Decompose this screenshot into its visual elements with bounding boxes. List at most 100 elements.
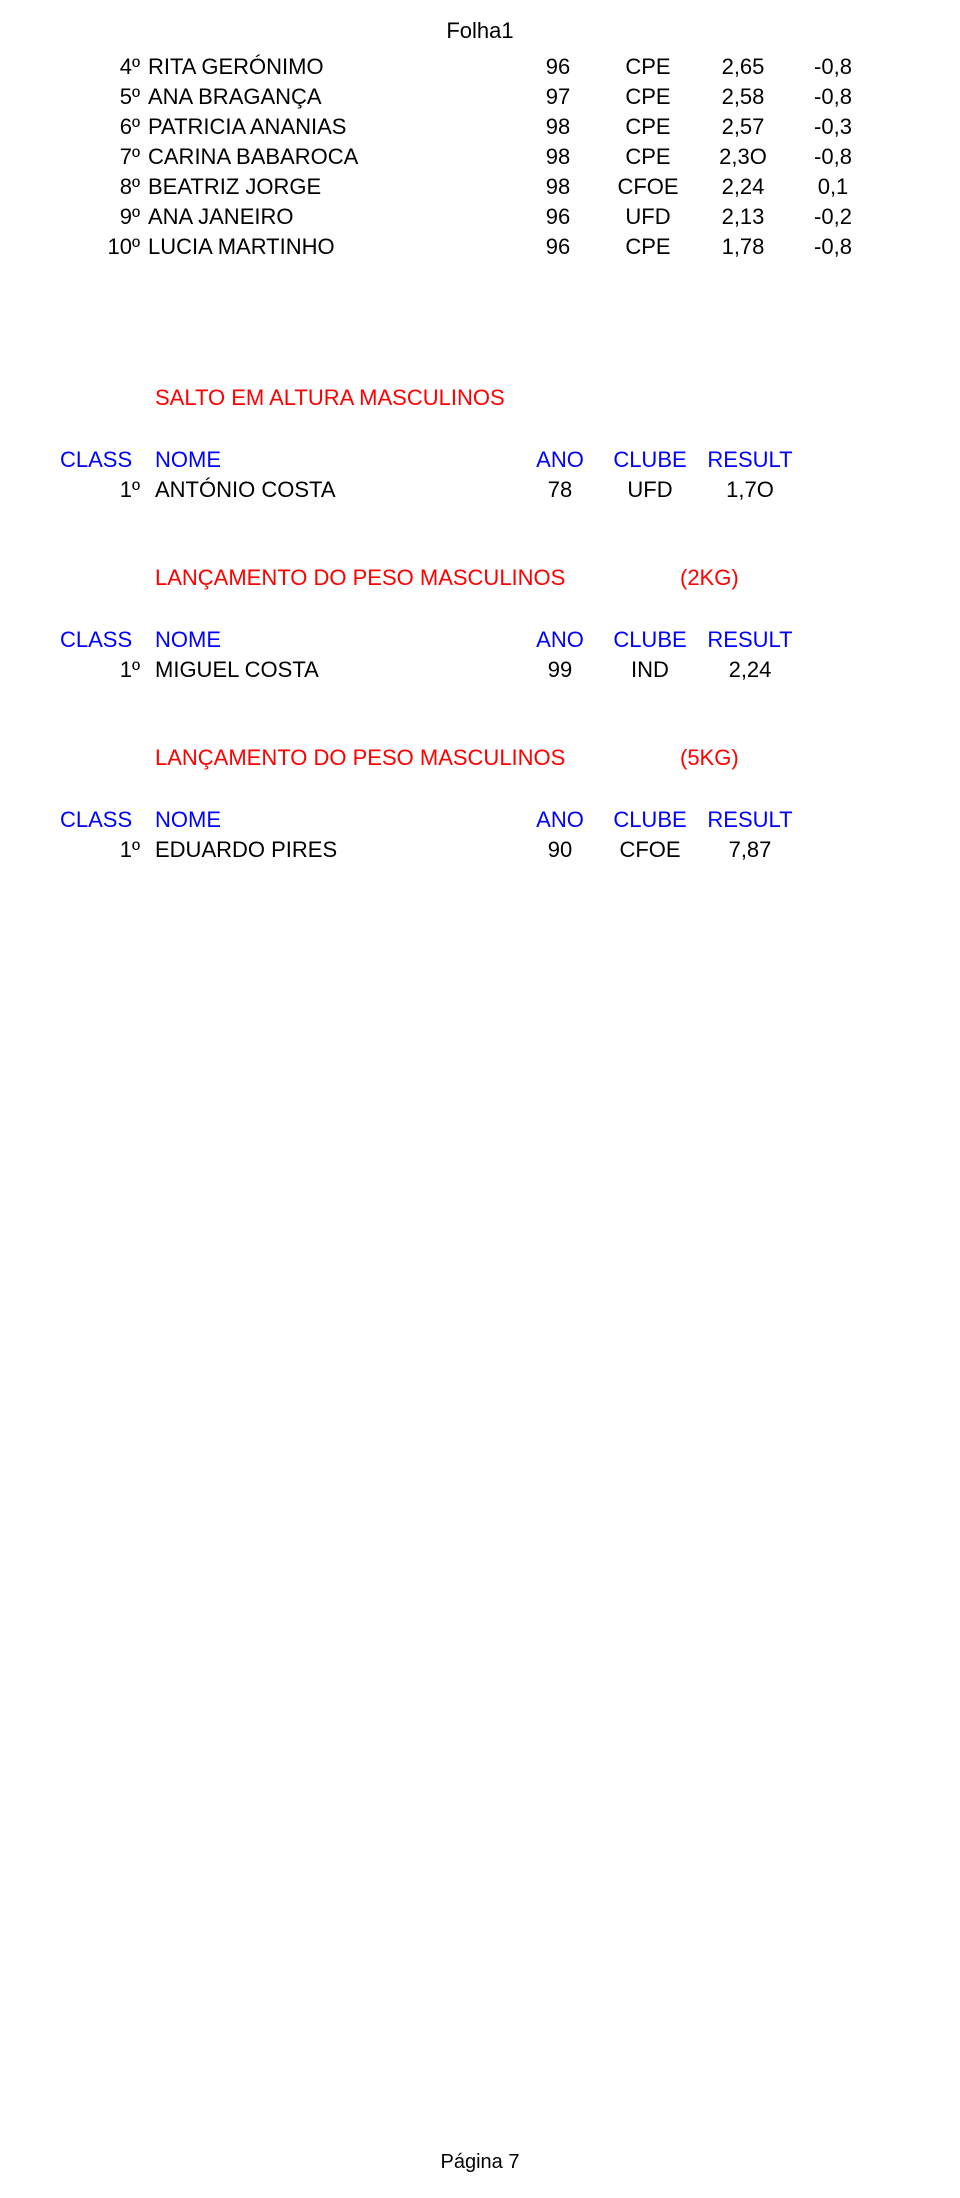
rank-cell: 5º — [70, 84, 148, 110]
table-row: 1º MIGUEL COSTA 99 IND 2,24 — [60, 655, 890, 685]
name-cell: BEATRIZ JORGE — [148, 174, 518, 200]
extra-cell: -0,8 — [788, 234, 878, 260]
header-clube: CLUBE — [600, 807, 700, 833]
extra-cell: -0,2 — [788, 204, 878, 230]
section-title-peso-2kg: LANÇAMENTO DO PESO MASCULINOS — [155, 565, 565, 591]
name-cell: LUCIA MARTINHO — [148, 234, 518, 260]
page: Folha1 4º RITA GERÓNIMO 96 CPE 2,65 -0,8… — [0, 0, 960, 2198]
table-row: 1º EDUARDO PIRES 90 CFOE 7,87 — [60, 835, 890, 865]
header-nome: NOME — [155, 807, 520, 833]
results-table-2: CLASS NOME ANO CLUBE RESULT 1º ANTÓNIO C… — [60, 445, 890, 505]
header-class: CLASS — [60, 627, 155, 653]
clube-cell: UFD — [598, 204, 698, 230]
header-ano: ANO — [520, 447, 600, 473]
name-cell: ANA JANEIRO — [148, 204, 518, 230]
rank-cell: 1º — [60, 657, 155, 683]
result-cell: 1,7O — [700, 477, 800, 503]
result-cell: 1,78 — [698, 234, 788, 260]
section-weight-text: (2KG) — [680, 565, 739, 590]
ano-cell: 97 — [518, 84, 598, 110]
rank-cell: 10º — [70, 234, 148, 260]
section-weight-5kg: (5KG) — [680, 745, 739, 771]
clube-cell: CPE — [598, 84, 698, 110]
section-title-text: SALTO EM ALTURA MASCULINOS — [155, 385, 505, 410]
name-cell: EDUARDO PIRES — [155, 837, 520, 863]
ano-cell: 90 — [520, 837, 600, 863]
results-table-3: CLASS NOME ANO CLUBE RESULT 1º MIGUEL CO… — [60, 625, 890, 685]
clube-cell: IND — [600, 657, 700, 683]
rank-cell: 4º — [70, 54, 148, 80]
name-cell: RITA GERÓNIMO — [148, 54, 518, 80]
clube-cell: CFOE — [598, 174, 698, 200]
section-title-salto-altura: SALTO EM ALTURA MASCULINOS — [155, 385, 505, 411]
result-cell: 2,24 — [698, 174, 788, 200]
section-title-text: LANÇAMENTO DO PESO MASCULINOS — [155, 745, 565, 770]
table-row: 6º PATRICIA ANANIAS 98 CPE 2,57 -0,3 — [70, 112, 890, 142]
rank-cell: 8º — [70, 174, 148, 200]
ano-cell: 96 — [518, 54, 598, 80]
page-footer: Página 7 — [0, 2151, 960, 2174]
result-cell: 2,57 — [698, 114, 788, 140]
table-header: CLASS NOME ANO CLUBE RESULT — [60, 805, 890, 835]
extra-cell: 0,1 — [788, 174, 878, 200]
ano-cell: 96 — [518, 234, 598, 260]
extra-cell: -0,8 — [788, 144, 878, 170]
header-clube: CLUBE — [600, 447, 700, 473]
table-row: 4º RITA GERÓNIMO 96 CPE 2,65 -0,8 — [70, 52, 890, 82]
extra-cell: -0,8 — [788, 84, 878, 110]
header-nome: NOME — [155, 447, 520, 473]
result-cell: 2,65 — [698, 54, 788, 80]
table-header: CLASS NOME ANO CLUBE RESULT — [60, 445, 890, 475]
result-cell: 2,3O — [698, 144, 788, 170]
ano-cell: 99 — [520, 657, 600, 683]
header-class: CLASS — [60, 447, 155, 473]
table-header: CLASS NOME ANO CLUBE RESULT — [60, 625, 890, 655]
result-cell: 2,24 — [700, 657, 800, 683]
header-result: RESULT — [700, 807, 800, 833]
results-table-4: CLASS NOME ANO CLUBE RESULT 1º EDUARDO P… — [60, 805, 890, 865]
header-clube: CLUBE — [600, 627, 700, 653]
ano-cell: 98 — [518, 174, 598, 200]
table-row: 7º CARINA BABAROCA 98 CPE 2,3O -0,8 — [70, 142, 890, 172]
ano-cell: 96 — [518, 204, 598, 230]
name-cell: PATRICIA ANANIAS — [148, 114, 518, 140]
extra-cell: -0,8 — [788, 54, 878, 80]
section-title-text: LANÇAMENTO DO PESO MASCULINOS — [155, 565, 565, 590]
name-cell: ANA BRAGANÇA — [148, 84, 518, 110]
section-weight-2kg: (2KG) — [680, 565, 739, 591]
rank-cell: 1º — [60, 477, 155, 503]
clube-cell: CPE — [598, 114, 698, 140]
header-class: CLASS — [60, 807, 155, 833]
table-row: 8º BEATRIZ JORGE 98 CFOE 2,24 0,1 — [70, 172, 890, 202]
header-result: RESULT — [700, 627, 800, 653]
table-row: 10º LUCIA MARTINHO 96 CPE 1,78 -0,8 — [70, 232, 890, 262]
name-cell: ANTÓNIO COSTA — [155, 477, 520, 503]
clube-cell: CPE — [598, 54, 698, 80]
header-ano: ANO — [520, 627, 600, 653]
table-row: 1º ANTÓNIO COSTA 78 UFD 1,7O — [60, 475, 890, 505]
result-cell: 2,13 — [698, 204, 788, 230]
extra-cell: -0,3 — [788, 114, 878, 140]
header-ano: ANO — [520, 807, 600, 833]
section-weight-text: (5KG) — [680, 745, 739, 770]
table-row: 9º ANA JANEIRO 96 UFD 2,13 -0,2 — [70, 202, 890, 232]
page-title: Folha1 — [0, 18, 960, 44]
ano-cell: 78 — [520, 477, 600, 503]
name-cell: MIGUEL COSTA — [155, 657, 520, 683]
rank-cell: 7º — [70, 144, 148, 170]
rank-cell: 6º — [70, 114, 148, 140]
clube-cell: CPE — [598, 144, 698, 170]
header-result: RESULT — [700, 447, 800, 473]
clube-cell: CPE — [598, 234, 698, 260]
result-cell: 7,87 — [700, 837, 800, 863]
ano-cell: 98 — [518, 114, 598, 140]
header-nome: NOME — [155, 627, 520, 653]
name-cell: CARINA BABAROCA — [148, 144, 518, 170]
ano-cell: 98 — [518, 144, 598, 170]
results-table-1: 4º RITA GERÓNIMO 96 CPE 2,65 -0,8 5º ANA… — [70, 52, 890, 262]
clube-cell: CFOE — [600, 837, 700, 863]
rank-cell: 9º — [70, 204, 148, 230]
section-title-peso-5kg: LANÇAMENTO DO PESO MASCULINOS — [155, 745, 565, 771]
table-row: 5º ANA BRAGANÇA 97 CPE 2,58 -0,8 — [70, 82, 890, 112]
rank-cell: 1º — [60, 837, 155, 863]
